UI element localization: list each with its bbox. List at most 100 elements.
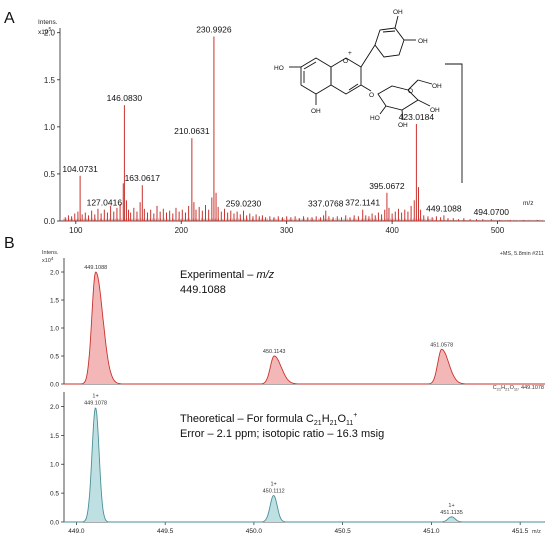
theoretical-peak-charge: 1+ [271,481,277,487]
experimental-trace-line [64,271,545,385]
theoretical-trace-fill [64,408,545,522]
bond-oh-3s [401,109,404,121]
panel-b-x-tick-label: 449.0 [68,528,85,535]
peak-label: 127.0416 [87,198,123,208]
atom-o-ring: O [343,58,348,65]
panel-b-y-tick-label: 0.5 [50,491,59,498]
peak-label: 259.0230 [226,199,262,209]
panel-a-x-tick-label: 200 [175,226,189,235]
panel-a-x-tick-label: 100 [69,226,83,235]
panel-b-top-header: +MS, 5.8min #211 [500,251,544,257]
panel-a-spectrum: Intens. x105 m/z 0.0 0.5 1.0 1.5 2.0 100 200 30… [38,19,545,235]
panel-a-x-tick-label: 400 [385,226,399,235]
panel-b-x-tick-label: 449.5 [157,528,174,535]
panel-b-y-tick-label: 0.0 [50,520,59,527]
theoretical-peak-label: 451.1135 [440,510,463,516]
atom-oh-3s: OH [398,122,408,129]
atom-ho-3: HO [274,65,284,72]
panel-b-peak-labels: 449.1088450.1143451.05781+449.10781+450.… [84,265,463,516]
ring-a-double-1 [303,61,317,70]
experimental-caption-line1: Experimental – m/z [180,269,275,281]
panel-a-x-tick-label: 300 [280,226,294,235]
bond-ch2 [407,79,419,91]
atom-oh-4s: OH [430,107,440,114]
panel-b-x-tick-label: 451.5 [512,528,529,535]
atom-o-sugar: O [408,88,413,95]
atom-o-glyc: O [369,92,374,99]
panel-a-peak-labels: 104.0731 127.0416 146.0830 163.0617 210.0631… [62,24,509,217]
cyanidin-glucoside-structure [289,15,463,183]
panel-b-spectra: Intens. x104 +MS, 5.8min #211 C21H21O11,… [42,250,545,535]
panel-a-x-tick-label: 500 [491,226,505,235]
panel-b-x-tick-label: 450.0 [246,528,263,535]
panel-a-peaks [61,36,543,221]
peak-label: 146.0830 [107,93,143,103]
peak-label: 163.0617 [125,173,161,183]
panel-b-bottom-header: C21H21O11, 449.1078 [493,385,544,392]
peak-label: 449.1088 [426,203,462,213]
experimental-peak-label: 449.1088 [84,265,107,271]
bond-o-3 [360,84,372,92]
panel-b-axes: 0.0 0.5 1.0 1.5 2.0 0.0 0.5 1.0 1.5 2.0 449.0 449.5… [50,258,545,535]
panel-a-y-tick-label: 1.5 [44,76,56,85]
panel-b-x-unit: m/z [532,529,541,535]
peak-label: 337.0768 [308,199,344,209]
panel-b-y-tick-label: 0.5 [50,354,59,361]
experimental-trace-fill [64,272,545,384]
peak-label: 210.0631 [174,126,210,136]
panel-b-label: B [4,235,15,252]
peak-label: 395.0672 [369,181,405,191]
theoretical-peak-charge: 1+ [92,394,98,400]
bond-c2-b [360,44,376,68]
ring-c-double [348,83,359,91]
panel-a-y-tick-label: 2.0 [44,29,56,38]
panel-a-y-tick-label: 1.0 [44,123,56,132]
structure-callout-line [445,63,463,183]
theoretical-trace-line [64,407,545,523]
panel-b-y-scale: x104 [42,256,54,264]
theoretical-peak-label: 449.1078 [84,401,107,407]
panel-a-label: A [4,10,15,27]
panel-b-x-tick-label: 450.5 [335,528,352,535]
ring-b [374,27,405,58]
atom-charge: + [348,50,352,57]
panel-b-y-tick-label: 2.0 [50,404,59,411]
ring-a [300,57,332,95]
experimental-caption-line2: 449.1088 [180,284,226,296]
theoretical-peak-label: 450.1112 [263,488,285,494]
theoretical-peak-charge: 1+ [448,503,454,509]
panel-a-y-tick-label: 0.5 [44,170,56,179]
peak-label: 494.0700 [474,207,510,217]
ring-b-double [382,30,396,33]
atom-oh-2: OH [418,38,428,45]
panel-a-y-scale: x105 [38,27,51,36]
structure-atom-labels: OH OH HO O + OH O O OH HO OH OH [274,9,442,129]
atom-ho-2: HO [370,115,380,122]
panel-b-y-tick-label: 1.0 [50,326,59,333]
peak-label: 104.0731 [62,164,98,174]
panel-b-y-tick-label: 1.0 [50,462,59,469]
experimental-peak-label: 450.1143 [263,349,286,355]
panel-b-y-tick-label: 0.0 [50,382,59,389]
bond-ch2oh [417,79,433,85]
panel-a-y-unit: Intens. [38,19,58,26]
bond-oh-2 [379,105,387,115]
panel-b-theoretical-trace [64,407,545,523]
panel-b-y-tick-label: 1.5 [50,433,59,440]
panel-b-experimental-trace [64,271,545,385]
atom-oh-1: OH [393,9,403,16]
panel-b-y-tick-label: 1.5 [50,298,59,305]
atom-oh-6: OH [432,83,442,90]
panel-b-x-tick-label: 451.0 [423,528,440,535]
experimental-peak-label: 451.0578 [430,342,453,348]
bond-oh-4s [417,99,431,107]
panel-a-x-unit: m/z [523,200,533,207]
peak-label: 423.0184 [399,112,435,122]
peak-label: 230.9926 [196,24,232,34]
bond-oh-3 [394,15,399,29]
theoretical-caption-line2: Error – 2.1 ppm; isotopic ratio – 16.3 m… [180,428,384,440]
atom-oh-5: OH [311,108,321,115]
peak-label: 372.1141 [345,198,380,208]
panel-b-y-tick-label: 2.0 [50,270,59,277]
